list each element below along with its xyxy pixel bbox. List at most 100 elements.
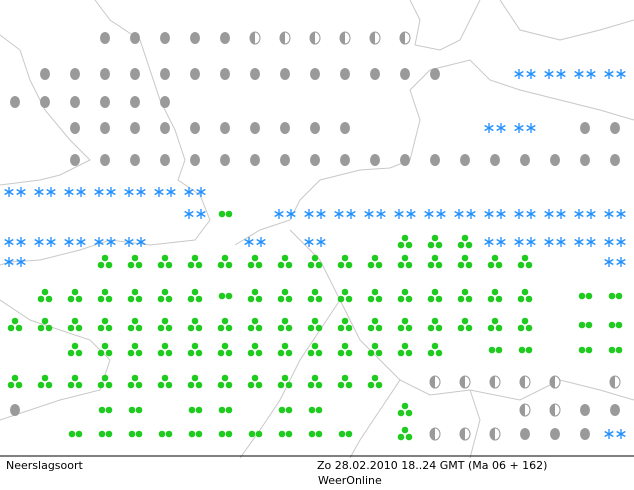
- showers: [277, 342, 293, 357]
- drop: [247, 381, 255, 389]
- showers: [307, 254, 323, 269]
- drop: [427, 295, 435, 303]
- drop: [67, 324, 75, 332]
- showers: [37, 288, 53, 303]
- snow-stroke: [106, 238, 116, 246]
- snow: [454, 209, 476, 219]
- drop: [367, 349, 375, 357]
- showers: [67, 342, 83, 357]
- cloud-dot: [490, 154, 500, 166]
- cloud-dot: [100, 32, 110, 44]
- snow-stroke: [496, 210, 506, 218]
- drop: [401, 342, 409, 350]
- rain: [188, 406, 203, 414]
- drop: [311, 342, 319, 350]
- cloud-dot: [160, 122, 170, 134]
- drop: [135, 324, 143, 332]
- showers: [367, 288, 383, 303]
- drop: [487, 295, 495, 303]
- drop: [431, 288, 439, 296]
- half: [400, 32, 405, 44]
- drop: [165, 295, 173, 303]
- drop: [521, 254, 529, 262]
- cloud-dot: [220, 154, 230, 166]
- drop: [405, 324, 413, 332]
- showers: [277, 374, 293, 389]
- drop: [195, 295, 203, 303]
- showers: [187, 374, 203, 389]
- drop: [191, 317, 199, 325]
- drop: [131, 342, 139, 350]
- half: [460, 428, 465, 440]
- snow-stroke: [256, 238, 266, 246]
- drop: [135, 349, 143, 357]
- drop: [161, 254, 169, 262]
- drop: [341, 288, 349, 296]
- drop: [495, 346, 503, 354]
- drop: [251, 317, 259, 325]
- snow-stroke: [496, 238, 506, 246]
- drop: [37, 381, 45, 389]
- showers: [97, 317, 113, 332]
- drop: [308, 430, 316, 438]
- snow-stroke: [244, 238, 254, 246]
- drop: [285, 381, 293, 389]
- drop: [311, 374, 319, 382]
- drop: [397, 324, 405, 332]
- drop: [217, 324, 225, 332]
- drop: [517, 261, 525, 269]
- snow-stroke: [586, 70, 596, 78]
- showers: [457, 317, 473, 332]
- snow: [574, 69, 596, 79]
- drop: [337, 349, 345, 357]
- cloud-dot: [160, 154, 170, 166]
- snow-stroke: [544, 70, 554, 78]
- drop: [495, 261, 503, 269]
- drop: [371, 288, 379, 296]
- showers: [517, 288, 533, 303]
- drop: [7, 381, 15, 389]
- drop: [525, 346, 533, 354]
- cloud-dot: [190, 68, 200, 80]
- showers: [97, 254, 113, 269]
- drop: [225, 406, 233, 414]
- snow: [424, 209, 446, 219]
- showers: [157, 288, 173, 303]
- drop: [585, 321, 593, 329]
- drop: [461, 288, 469, 296]
- drop: [41, 374, 49, 382]
- cloud-dot: [130, 154, 140, 166]
- snow: [4, 257, 26, 267]
- drop: [131, 317, 139, 325]
- snow: [604, 69, 626, 79]
- cloud-dot: [400, 154, 410, 166]
- drop: [161, 374, 169, 382]
- drop: [375, 324, 383, 332]
- drop: [105, 430, 113, 438]
- showers: [427, 254, 443, 269]
- drop: [337, 324, 345, 332]
- drop: [165, 381, 173, 389]
- drop: [277, 381, 285, 389]
- drop: [461, 254, 469, 262]
- showers: [127, 342, 143, 357]
- snow-stroke: [604, 210, 614, 218]
- snow: [574, 209, 596, 219]
- drop: [75, 381, 83, 389]
- partly-cloudy: [249, 31, 261, 45]
- drop: [97, 349, 105, 357]
- snow-stroke: [4, 238, 14, 246]
- half: [370, 32, 375, 44]
- drop: [405, 241, 413, 249]
- drop: [435, 295, 443, 303]
- drop: [157, 261, 165, 269]
- drop: [315, 324, 323, 332]
- drop: [75, 349, 83, 357]
- showers: [487, 254, 503, 269]
- drop: [251, 374, 259, 382]
- showers: [97, 374, 113, 389]
- snow-stroke: [514, 238, 524, 246]
- drop: [427, 349, 435, 357]
- showers: [157, 317, 173, 332]
- cloud-dot: [220, 68, 230, 80]
